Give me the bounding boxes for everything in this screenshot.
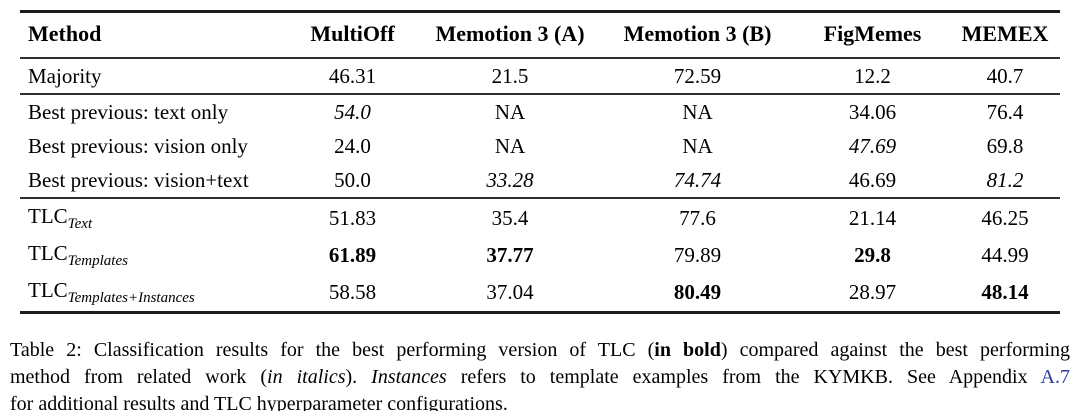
table-row: Best previous: text only 54.0 NA NA 34.06 76.…	[20, 94, 1060, 129]
value-cell: 33.28	[486, 168, 534, 192]
column-header-memotion3a: Memotion 3 (A)	[435, 21, 585, 46]
method-label: TLCTemplates	[28, 241, 128, 270]
method-subscript: Text	[67, 216, 93, 233]
column-header-method: Method	[28, 21, 102, 46]
table-header: Method MultiOff Memotion 3 (A) Memotion …	[20, 12, 1060, 58]
method-subscript: Templates+Instances	[67, 290, 195, 307]
method-label: TLCText	[28, 204, 93, 233]
value-cell: 44.99	[981, 242, 1029, 267]
value-cell: 61.89	[328, 242, 377, 267]
caption-text: in bold	[654, 338, 721, 361]
caption-text: Table 2: Classification results for the …	[10, 338, 655, 361]
value-cell: 74.74	[673, 168, 722, 192]
caption-text: Instances	[371, 365, 447, 388]
value-cell: 34.06	[848, 100, 897, 124]
value-cell: 35.4	[491, 205, 529, 230]
value-cell: 37.04	[486, 279, 534, 304]
caption-text: for additional results and TLC hyperpara…	[10, 392, 508, 411]
column-header-multioff: MultiOff	[310, 21, 395, 46]
value-cell: 69.8	[986, 134, 1024, 158]
value-cell: 46.25	[981, 205, 1029, 230]
caption-text: ) compared against the best performing	[720, 338, 1071, 361]
table-row: TLCTemplates 61.89 37.77 79.89 29.8 44.99	[20, 236, 1060, 273]
value-cell: 77.6	[679, 205, 716, 230]
value-cell: 76.4	[986, 100, 1024, 124]
section-tlc: TLCText 51.83 35.4 77.6 21.14 46.25 TLCTemplat…	[20, 198, 1060, 312]
value-cell: 28.97	[848, 279, 897, 304]
value-cell: 21.14	[848, 205, 897, 230]
value-cell: 58.58	[328, 279, 377, 304]
caption-text: in italics	[267, 365, 346, 388]
caption-text: method from related work (	[10, 365, 268, 388]
method-subscript: Templates	[67, 253, 128, 270]
value-cell: 48.14	[981, 279, 1029, 304]
value-cell: 72.59	[673, 64, 722, 88]
value-cell: 47.69	[848, 134, 897, 158]
caption-text: ).	[345, 365, 372, 388]
value-cell: NA	[682, 100, 713, 124]
value-cell: 24.0	[334, 134, 371, 158]
value-cell: 81.2	[986, 168, 1024, 192]
caption-line-1: Table 2: Classification results for the …	[10, 337, 1070, 364]
value-cell: NA	[494, 100, 526, 124]
column-header-memex: MEMEX	[961, 21, 1049, 46]
value-cell: NA	[494, 134, 526, 158]
section-best-previous: Best previous: text only 54.0 NA NA 34.06 76.…	[20, 94, 1060, 198]
caption-line-3: for additional results and TLC hyperpara…	[10, 391, 1070, 411]
method-label: TLCTemplates+Instances	[28, 278, 195, 307]
value-cell: 12.2	[854, 64, 891, 88]
value-cell: 21.5	[491, 64, 529, 88]
caption-line-2: method from related work (in italics). I…	[10, 364, 1070, 391]
value-cell: 80.49	[673, 279, 722, 304]
value-cell: NA	[682, 134, 713, 158]
table-row: Best previous: vision only 24.0 NA NA 47.69 6…	[20, 129, 1060, 163]
value-cell: 51.83	[328, 205, 377, 230]
value-cell: 46.31	[328, 64, 377, 88]
table-row: Best previous: vision+text 50.0 33.28 74.74…	[20, 163, 1060, 198]
table-row: Majority 46.31 21.5 72.59 12.2 40.7	[20, 58, 1060, 94]
value-cell: 40.7	[986, 64, 1024, 88]
value-cell: 46.69	[848, 168, 897, 192]
appendix-link[interactable]: A.7	[1040, 365, 1070, 388]
column-header-memotion3b: Memotion 3 (B)	[623, 21, 772, 46]
caption-text: refers to template examples from the KYM…	[446, 365, 1041, 388]
header-row: Method MultiOff Memotion 3 (A) Memotion …	[20, 12, 1060, 58]
table-row: TLCTemplates+Instances 58.58 37.04 80.49 28.…	[20, 273, 1060, 312]
method-label: Best previous: vision only	[28, 134, 248, 158]
section-majority: Majority 46.31 21.5 72.59 12.2 40.7	[20, 58, 1060, 94]
value-cell: 37.77	[486, 242, 534, 267]
value-cell: 79.89	[673, 242, 722, 267]
table-row: TLCText 51.83 35.4 77.6 21.14 46.25	[20, 198, 1060, 236]
value-cell: 50.0	[334, 168, 371, 192]
value-cell: 29.8	[854, 242, 891, 267]
results-table: Method MultiOff Memotion 3 (A) Memotion …	[20, 10, 1060, 314]
table-caption: Table 2: Classification results for the …	[0, 337, 1080, 411]
method-label: Majority	[28, 64, 102, 88]
method-label: Best previous: vision+text	[28, 168, 249, 192]
method-label: Best previous: text only	[28, 100, 229, 124]
column-header-figmemes: FigMemes	[823, 21, 922, 46]
value-cell: 54.0	[334, 100, 371, 124]
